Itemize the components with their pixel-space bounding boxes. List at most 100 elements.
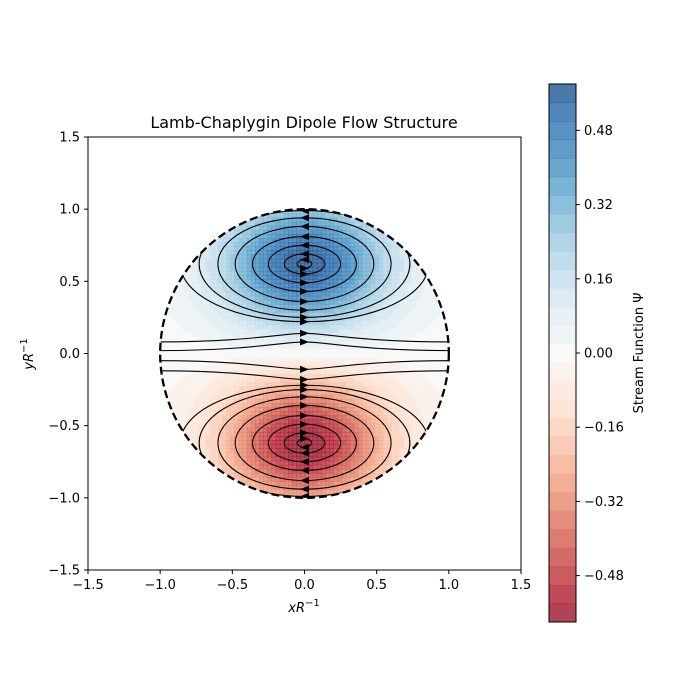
field-cell [279,423,285,429]
field-cell [374,444,380,449]
field-cell [333,477,339,482]
field-cell [366,402,372,408]
field-cell [209,328,215,334]
field-cell [238,402,244,408]
field-cell [345,374,351,379]
field-cell [329,390,334,396]
field-cell [275,279,281,284]
field-cell [193,361,198,367]
field-cell [440,369,446,375]
field-cell [201,390,207,396]
field-cell [226,312,231,317]
field-cell [292,217,297,223]
field-cell [312,283,318,289]
field-cell [304,349,310,355]
field-cell [205,349,211,355]
field-cell [288,361,293,367]
field-cell [238,308,244,313]
field-cell [180,279,186,284]
field-cell [312,233,318,239]
field-cell [362,233,367,239]
field-cell [341,258,347,264]
field-cell [333,369,339,375]
field-cell [250,369,256,375]
field-cell [358,295,363,301]
field-cell [205,394,211,400]
field-cell [271,320,277,326]
field-cell [217,419,223,425]
field-cell [415,402,421,408]
field-cell [345,304,351,309]
field-cell [271,316,277,322]
field-cell [164,332,170,338]
field-cell [267,221,273,227]
field-cell [403,423,409,429]
field-cell [432,357,438,363]
field-cell [316,431,322,437]
field-cell [184,382,190,388]
field-cell [234,349,240,355]
field-cell [250,460,256,466]
field-cell [267,378,273,383]
field-cell [370,369,376,375]
field-cell [222,460,227,466]
field-cell [275,304,281,309]
field-cell [300,217,306,223]
field-cell [292,365,297,371]
field-cell [283,242,289,247]
field-cell [312,242,318,247]
field-cell [399,283,405,289]
field-cell [316,440,322,445]
field-cell [308,489,314,495]
field-cell [246,275,252,280]
field-cell [296,345,301,350]
field-cell [407,332,413,338]
field-cell [172,353,178,359]
field-cell [395,452,400,458]
field-cell [378,431,384,437]
field-cell [226,349,231,355]
field-cell [288,435,293,441]
field-cell [382,386,388,392]
field-cell [164,324,170,330]
field-cell [341,452,347,458]
field-cell [300,369,306,375]
field-cell [201,320,207,326]
field-cell [378,332,384,338]
field-cell [193,328,198,334]
field-cell [345,337,351,342]
field-cell [271,229,277,235]
field-cell [279,394,285,400]
field-cell [197,332,203,338]
field-cell [370,394,376,400]
field-cell [436,369,442,375]
field-cell [288,460,293,466]
field-cell [217,464,223,470]
field-cell [337,365,343,371]
field-cell [337,238,343,243]
field-cell [316,489,322,495]
field-cell [180,287,186,293]
colorbar-level [549,121,576,141]
field-cell [316,345,322,350]
field-cell [407,308,413,313]
field-cell [345,217,351,223]
field-cell [374,233,380,239]
field-cell [316,468,322,474]
field-cell [230,262,235,268]
field-cell [197,369,203,375]
field-cell [304,341,310,346]
field-cell [325,411,330,416]
field-cell [349,386,355,392]
field-cell [246,456,252,462]
field-cell [250,411,256,416]
field-cell [312,374,318,379]
field-cell [395,394,400,400]
field-cell [246,402,252,408]
field-cell [255,324,260,330]
field-cell [308,456,314,462]
field-cell [197,345,203,350]
field-cell [304,398,310,404]
field-cell [275,258,281,264]
field-cell [292,435,297,441]
